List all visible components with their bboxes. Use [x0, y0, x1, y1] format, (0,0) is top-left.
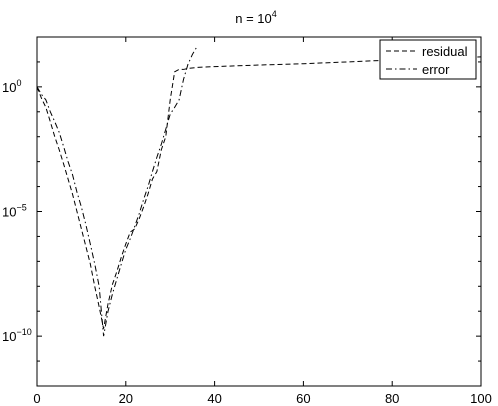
x-tick-label: 40 — [207, 391, 221, 406]
chart-title-exponent: 4 — [272, 9, 277, 19]
chart-title-base: n = 10 — [235, 11, 272, 26]
y-tick-label-base: 10 — [2, 205, 16, 220]
x-tick-label: 20 — [119, 391, 133, 406]
y-tick-label: 10−5 — [2, 203, 27, 220]
legend-label-error: error — [422, 62, 450, 77]
y-tick-label-base: 10 — [2, 80, 16, 95]
y-tick-label: 10−10 — [2, 327, 32, 344]
x-tick-label: 80 — [385, 391, 399, 406]
legend-box — [379, 39, 477, 80]
legend: residual error — [379, 39, 477, 80]
y-tick-label: 100 — [2, 78, 21, 95]
y-tick-label-exponent: −5 — [16, 203, 26, 213]
y-tick-label-exponent: −10 — [16, 327, 31, 337]
x-tick-label: 60 — [296, 391, 310, 406]
plot-lines — [37, 46, 481, 337]
y-tick-label-exponent: 0 — [16, 78, 21, 88]
series-line-residual — [37, 56, 481, 329]
x-tick-label: 100 — [470, 391, 492, 406]
x-tick-label: 0 — [33, 391, 40, 406]
chart-title: n = 104 — [235, 9, 277, 26]
legend-label-residual: residual — [422, 44, 468, 59]
y-tick-label-base: 10 — [2, 329, 16, 344]
